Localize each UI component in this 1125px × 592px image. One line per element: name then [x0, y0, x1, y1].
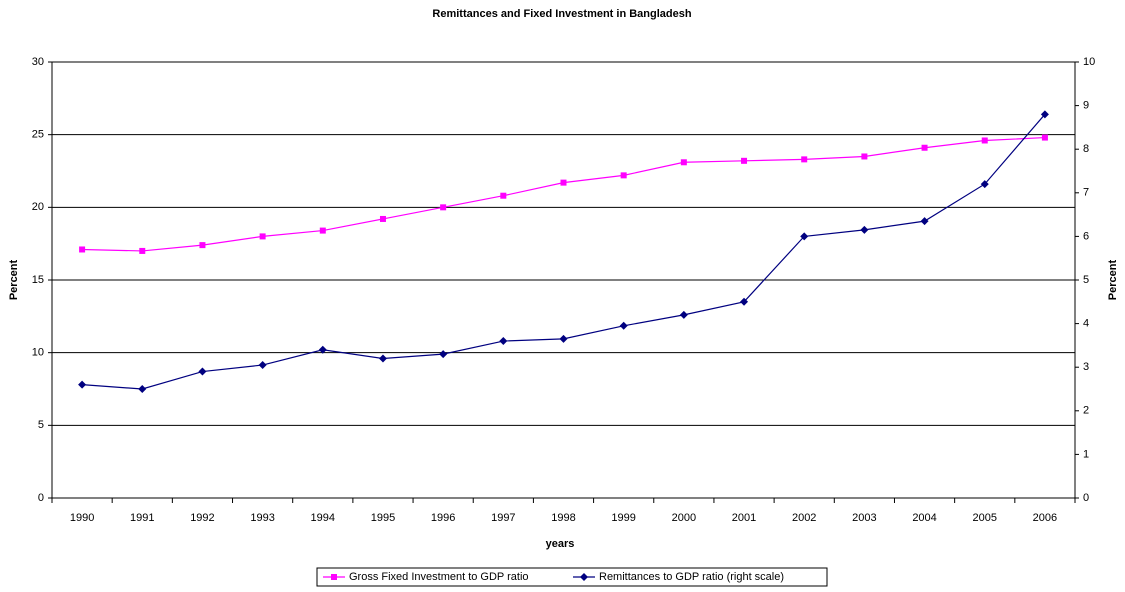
y2-tick-label: 4 — [1083, 318, 1089, 330]
x-tick-label: 1991 — [130, 512, 154, 524]
x-tick-label: 2003 — [852, 512, 876, 524]
data-point — [440, 204, 447, 211]
data-point — [680, 159, 687, 166]
data-point — [921, 144, 928, 151]
x-tick-label: 1992 — [190, 512, 214, 524]
data-point — [258, 361, 267, 370]
data-point — [920, 217, 929, 226]
x-tick-label: 1993 — [250, 512, 274, 524]
data-point — [79, 246, 86, 253]
y-tick-label: 15 — [32, 274, 44, 286]
data-point — [439, 350, 448, 359]
data-point — [560, 179, 567, 186]
data-point — [378, 354, 387, 363]
y-tick-label: 30 — [32, 56, 44, 68]
y-tick-label: 25 — [32, 129, 44, 141]
legend-marker — [331, 574, 337, 580]
data-point — [379, 215, 386, 222]
x-tick-label: 1999 — [611, 512, 635, 524]
x-axis-label: years — [546, 538, 575, 550]
y2-tick-label: 10 — [1083, 56, 1095, 68]
y2-tick-label: 3 — [1083, 361, 1089, 373]
x-tick-label: 2006 — [1033, 512, 1057, 524]
x-tick-label: 1998 — [551, 512, 575, 524]
x-tick-label: 2002 — [792, 512, 816, 524]
y2-axis-label: Percent — [1107, 259, 1119, 300]
legend-box — [316, 567, 828, 587]
data-point — [1041, 134, 1048, 141]
data-point — [500, 192, 507, 199]
y-axis-label: Percent — [8, 259, 20, 300]
y-tick-label: 0 — [38, 492, 44, 504]
data-point — [139, 247, 146, 254]
x-tick-label: 1996 — [431, 512, 455, 524]
data-point — [801, 156, 808, 163]
data-point — [679, 310, 688, 319]
chart-title: Remittances and Fixed Investment in Bang… — [432, 8, 691, 20]
y2-tick-label: 1 — [1083, 448, 1089, 460]
data-point — [860, 225, 869, 234]
y2-tick-label: 5 — [1083, 274, 1089, 286]
data-point — [138, 385, 147, 393]
series-line — [82, 136, 1045, 252]
data-point — [861, 153, 868, 160]
y-tick-label: 5 — [38, 419, 44, 431]
y-tick-label: 20 — [32, 201, 44, 213]
data-point — [78, 380, 87, 389]
y2-tick-label: 0 — [1083, 492, 1089, 504]
data-point — [620, 172, 627, 179]
x-tick-label: 1990 — [70, 512, 94, 524]
data-point — [741, 157, 748, 164]
x-tick-label: 2000 — [672, 512, 696, 524]
x-tick-label: 2004 — [912, 512, 936, 524]
data-point — [499, 337, 508, 346]
y2-tick-label: 6 — [1083, 230, 1089, 242]
legend-label: Remittances to GDP ratio (right scale) — [599, 571, 784, 583]
series-line — [82, 113, 1046, 390]
y-tick-label: 10 — [32, 347, 44, 359]
legend-marker — [580, 573, 588, 581]
y2-tick-label: 9 — [1083, 100, 1089, 112]
x-tick-label: 2001 — [732, 512, 756, 524]
data-point — [319, 227, 326, 234]
x-tick-label: 1997 — [491, 512, 515, 524]
data-point — [1040, 110, 1049, 119]
data-point — [980, 180, 989, 189]
data-point — [198, 367, 207, 376]
x-tick-label: 1994 — [311, 512, 335, 524]
y2-tick-label: 8 — [1083, 143, 1089, 155]
data-point — [981, 137, 988, 144]
data-point — [800, 232, 809, 241]
data-point — [619, 321, 628, 330]
x-tick-label: 2005 — [972, 512, 996, 524]
x-tick-label: 1995 — [371, 512, 395, 524]
data-point — [559, 334, 568, 343]
y2-tick-label: 2 — [1083, 405, 1089, 417]
data-point — [318, 345, 327, 354]
data-point — [740, 297, 749, 306]
legend-label: Gross Fixed Investment to GDP ratio — [349, 571, 529, 583]
data-point — [199, 242, 206, 249]
y2-tick-label: 7 — [1083, 187, 1089, 199]
data-point — [259, 233, 266, 240]
